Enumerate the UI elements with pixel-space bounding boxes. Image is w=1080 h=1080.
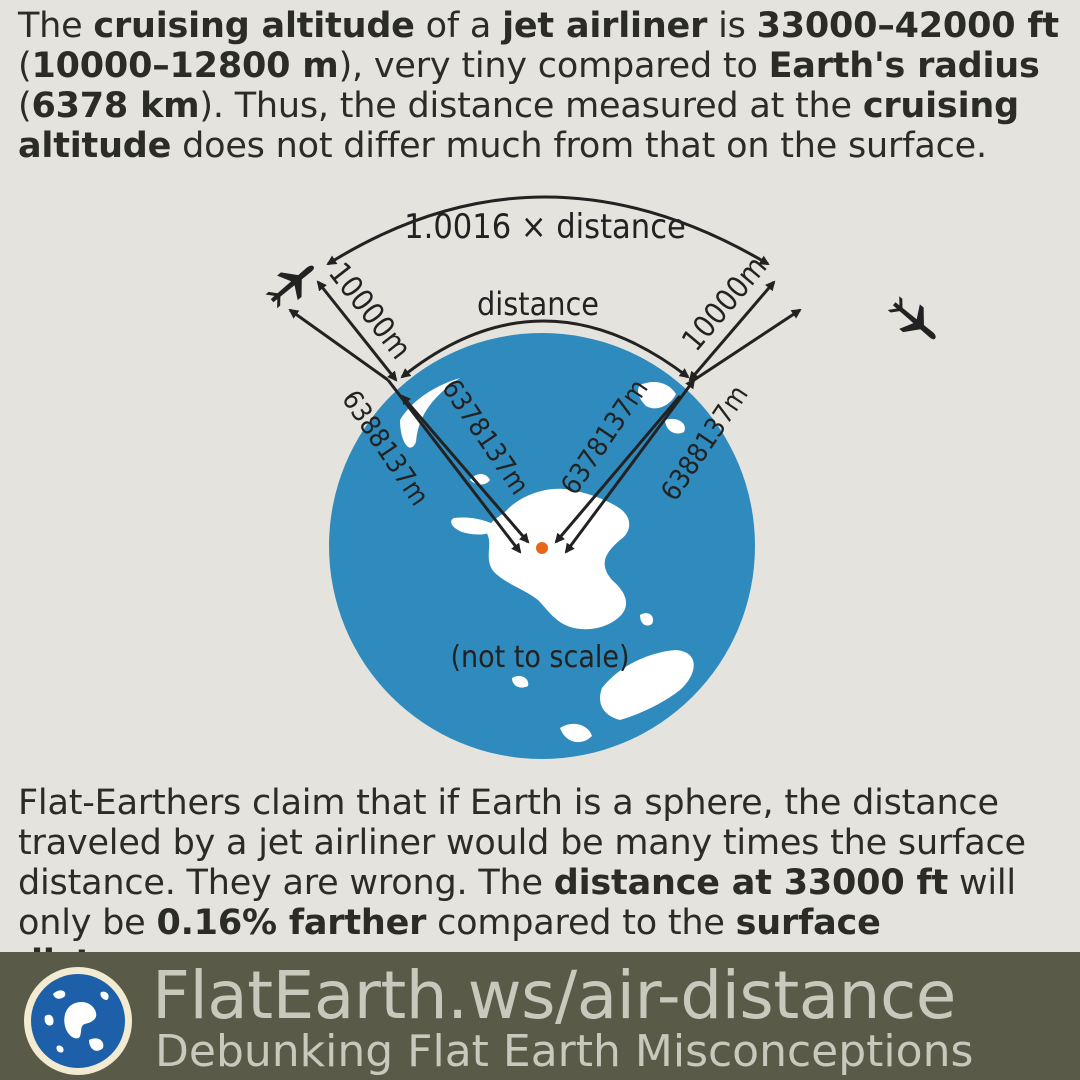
right-outer-altitude-arrow — [693, 308, 802, 382]
left-inner-radius-arrow — [400, 394, 530, 544]
site-tagline: Debunking Flat Earth Misconceptions — [155, 1026, 974, 1077]
airplane-icon — [265, 265, 314, 309]
airplane-icon — [887, 296, 936, 340]
inner-arc-label: distance — [477, 285, 599, 323]
right-altitude-label: 10000m — [675, 250, 774, 358]
inner-distance-arc — [400, 319, 690, 379]
right-outer-radius-arrow — [564, 378, 696, 554]
south-pole-marker — [536, 542, 548, 554]
conclusion-paragraph: Flat-Earthers claim that if Earth is a s… — [18, 783, 1026, 983]
outer-distance-arc — [326, 195, 770, 266]
globe — [329, 333, 755, 759]
right-altitude-arrow — [688, 280, 776, 382]
left-outer-altitude-arrow — [288, 308, 389, 382]
left-altitude-label: 10000m — [321, 256, 418, 366]
outer-arc-label: 1.0016 × distance — [404, 207, 686, 247]
right-inner-radius-arrow — [554, 395, 682, 544]
intro-paragraph: The cruising altitude of a jet airliner … — [18, 6, 1059, 166]
site-url[interactable]: FlatEarth.ws/air-distance — [152, 957, 956, 1034]
earth-distance-diagram: 1.0016 × distance distance 10000m 10000m… — [265, 195, 936, 759]
footer-banner: FlatEarth.ws/air-distance Debunking Flat… — [0, 952, 1080, 1080]
not-to-scale-note: (not to scale) — [450, 640, 629, 675]
flatearth-logo-icon — [24, 967, 132, 1075]
left-altitude-arrow — [316, 280, 398, 382]
